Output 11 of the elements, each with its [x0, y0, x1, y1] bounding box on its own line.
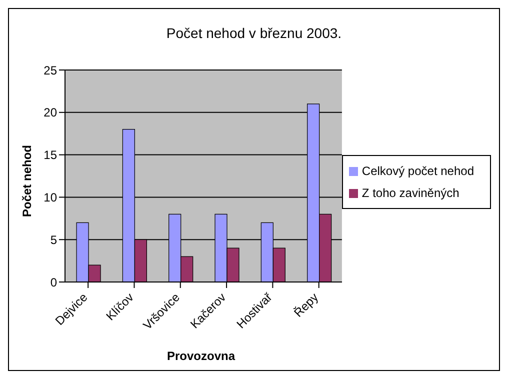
y-tick-label: 0 — [50, 275, 58, 290]
y-axis-title: Počet nehod — [20, 144, 34, 217]
y-tick-label: 20 — [44, 106, 58, 120]
chart-title: Počet nehod v březnu 2003. — [165, 25, 343, 41]
y-tick-label: 25 — [44, 63, 58, 78]
legend-label: Z toho zaviněných — [362, 186, 460, 200]
y-tick-label: 15 — [44, 148, 58, 162]
y-tick-label: 10 — [44, 190, 58, 204]
x-axis-title: Provozovna — [166, 349, 236, 363]
y-tick-label: 5 — [50, 232, 58, 247]
legend-label: Celkový počet nehod — [362, 164, 474, 178]
